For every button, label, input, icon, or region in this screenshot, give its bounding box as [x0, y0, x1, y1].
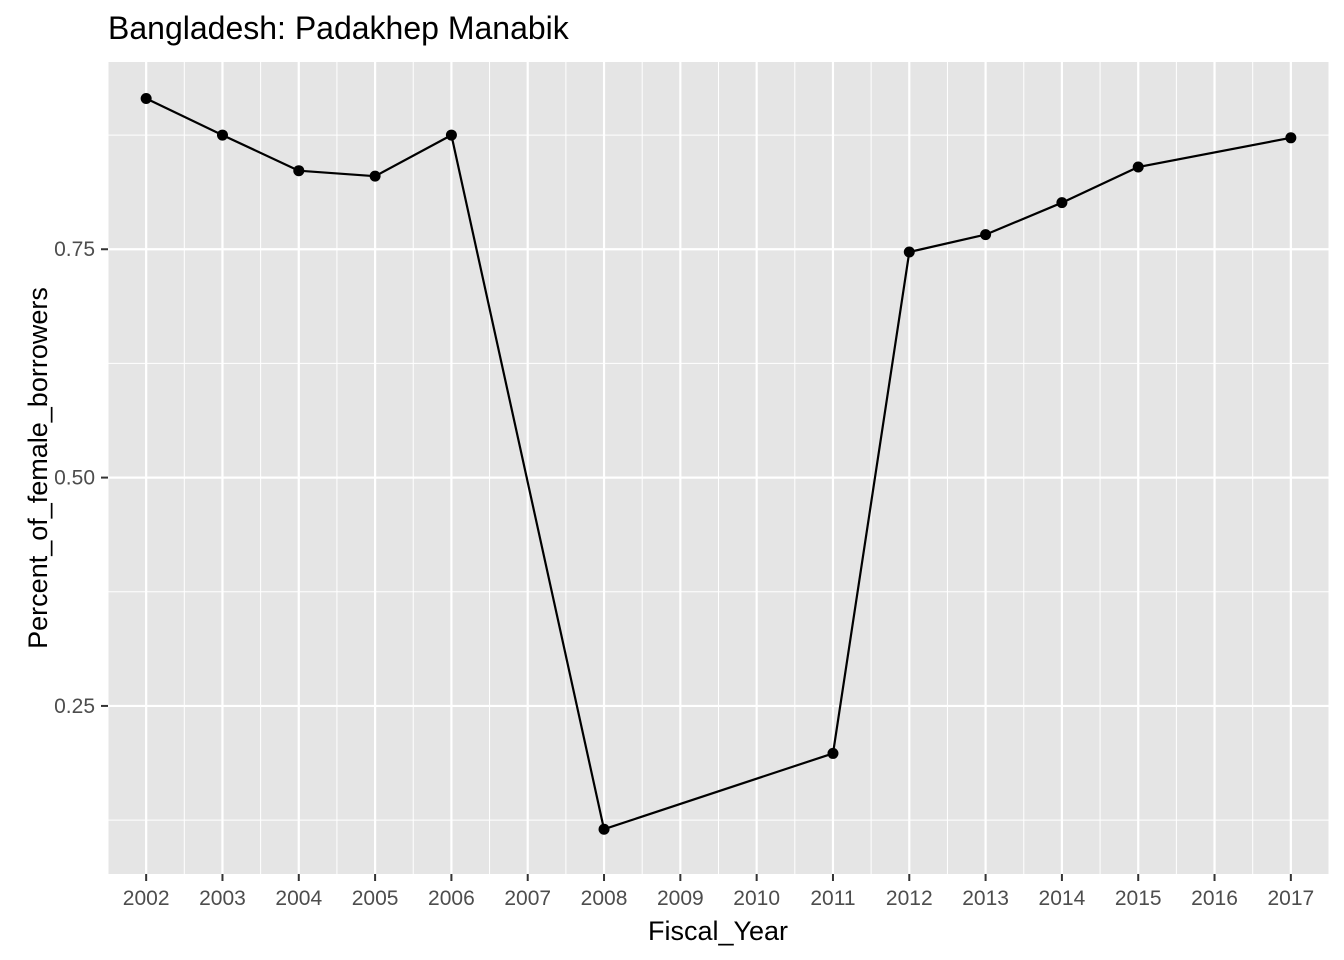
data-point [980, 229, 992, 241]
y-axis-title: Percent_of_female_borrowers [23, 287, 53, 649]
x-tick-label: 2016 [1191, 887, 1238, 910]
data-point [1132, 161, 1144, 173]
x-tick-label: 2010 [733, 887, 780, 910]
x-tick-label: 2012 [886, 887, 933, 910]
data-point [827, 747, 839, 759]
data-point [1056, 197, 1068, 209]
data-point [598, 823, 610, 835]
series-layer [140, 93, 1297, 835]
major-gridlines [108, 62, 1329, 874]
data-point [445, 129, 457, 141]
x-tick-label: 2002 [123, 887, 170, 910]
data-point [369, 170, 381, 182]
x-axis: 2002 2003 2004 2005 2006 2007 2008 2009 2010 2011… [123, 874, 1314, 910]
x-tick-label: 2014 [1039, 887, 1086, 910]
data-point [903, 246, 915, 258]
data-point [216, 129, 228, 141]
x-tick-label: 2006 [428, 887, 475, 910]
data-point [293, 165, 305, 177]
data-point [1285, 132, 1297, 144]
y-axis: 0.25 0.50 0.75 [54, 238, 108, 718]
x-tick-label: 2011 [810, 887, 855, 910]
y-tick-label: 0.25 [54, 695, 95, 718]
x-tick-label: 2015 [1115, 887, 1162, 910]
x-tick-label: 2013 [962, 887, 1009, 910]
x-tick-label: 2017 [1267, 887, 1314, 910]
x-axis-title: Fiscal_Year [648, 916, 788, 946]
x-tick-label: 2009 [657, 887, 704, 910]
chart-title: Bangladesh: Padakhep Manabik [108, 10, 570, 46]
x-tick-label: 2008 [581, 887, 628, 910]
x-tick-label: 2003 [199, 887, 246, 910]
x-tick-label: 2007 [504, 887, 551, 910]
x-tick-label: 2004 [275, 887, 322, 910]
x-tick-label: 2005 [352, 887, 399, 910]
y-tick-label: 0.50 [54, 467, 95, 490]
data-point [140, 93, 152, 105]
y-tick-label: 0.75 [54, 238, 95, 261]
series-line [145, 97, 1292, 831]
minor-gridlines [107, 62, 1330, 874]
